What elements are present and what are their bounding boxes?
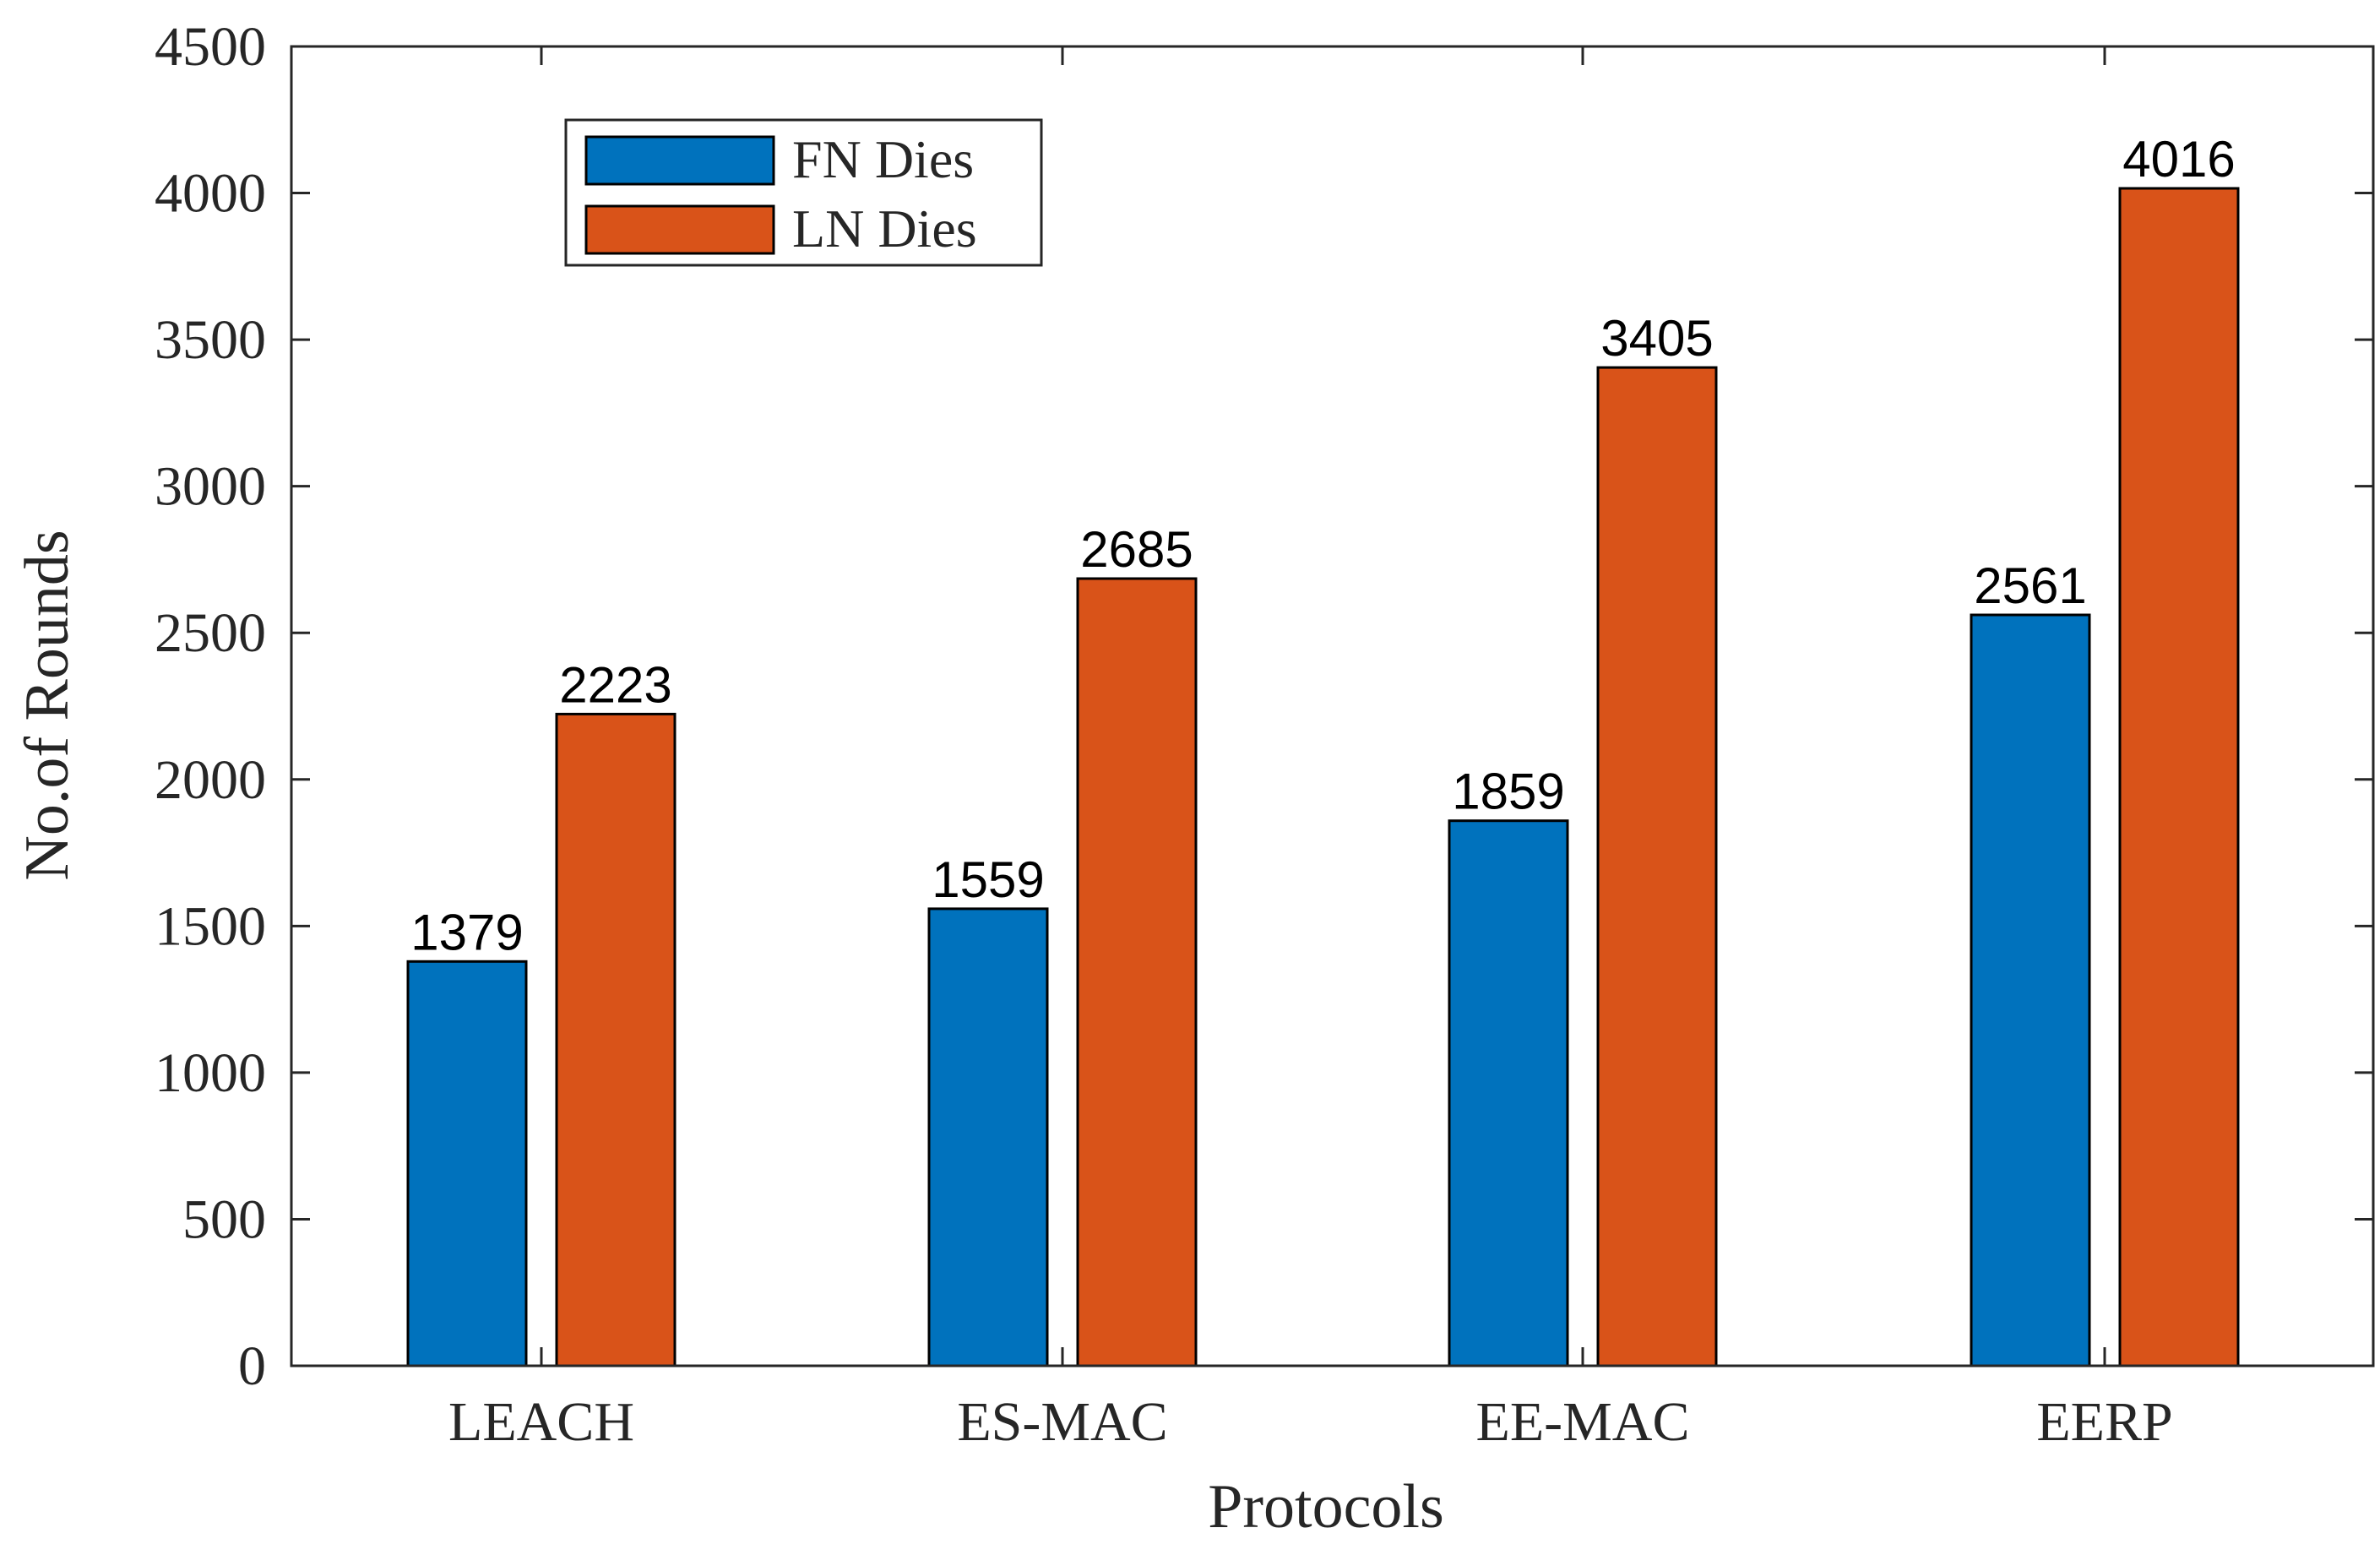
bar-ln-dies-eerp	[2118, 187, 2240, 1367]
bar-ln-dies-ee-mac	[1596, 366, 1718, 1367]
bars-layer	[406, 187, 2240, 1367]
y-tick-label: 3500	[155, 309, 266, 371]
data-labels-layer: 1379 1559 1859 2561 2223 2685 3405 4016	[410, 131, 2235, 960]
bar-fn-dies-leach	[406, 960, 528, 1367]
bar-fn-dies-ee-mac	[1448, 819, 1569, 1367]
bar-ln-dies-es-mac	[1076, 577, 1198, 1367]
y-tick-label: 2500	[155, 602, 266, 664]
x-tick-label-eerp: EERP	[2036, 1391, 2172, 1453]
bar-fn-dies-es-mac	[927, 907, 1049, 1367]
data-label-ln-dies-es-mac: 2685	[1080, 521, 1193, 578]
y-tick-label: 0	[238, 1335, 266, 1397]
data-label-fn-dies-eerp: 2561	[1974, 557, 2086, 614]
data-label-ln-dies-ee-mac: 3405	[1600, 310, 1713, 367]
bar-ln-dies-leach	[555, 712, 677, 1367]
data-label-fn-dies-ee-mac: 1859	[1452, 764, 1564, 820]
y-tick-label: 1000	[155, 1042, 266, 1104]
data-label-fn-dies-es-mac: 1559	[932, 851, 1044, 908]
legend-label-fn-dies: FN Dies	[792, 129, 974, 189]
x-tick-label-ee-mac: EE-MAC	[1476, 1391, 1690, 1453]
data-label-fn-dies-leach: 1379	[410, 904, 523, 960]
data-label-ln-dies-leach: 2223	[559, 656, 671, 713]
y-tick-label: 4500	[155, 16, 266, 78]
x-tick-label-leach: LEACH	[448, 1391, 634, 1453]
data-label-ln-dies-eerp: 4016	[2122, 131, 2235, 188]
x-tick-label-es-mac: ES-MAC	[957, 1391, 1167, 1453]
axes-layer: 0 500 1000 1500 2000 2500 3000 3500 4000 4500 LEAC…	[155, 16, 2375, 1453]
y-tick-label: 1500	[155, 895, 266, 957]
bar-fn-dies-eerp	[1970, 613, 2091, 1367]
legend-swatch-ln-dies	[584, 204, 775, 255]
y-tick-label: 3000	[155, 456, 266, 518]
y-tick-label: 2000	[155, 749, 266, 811]
y-tick-label: 500	[182, 1188, 266, 1250]
legend-label-ln-dies: LN Dies	[792, 198, 977, 258]
y-tick-label: 4000	[155, 163, 266, 225]
x-axis-title: Protocols	[1208, 1472, 1444, 1541]
legend: FN Dies LN Dies	[564, 118, 1043, 267]
legend-swatch-fn-dies	[584, 135, 775, 186]
plot-frame	[290, 45, 2375, 1367]
y-axis-title: No.of Rounds	[13, 530, 82, 880]
